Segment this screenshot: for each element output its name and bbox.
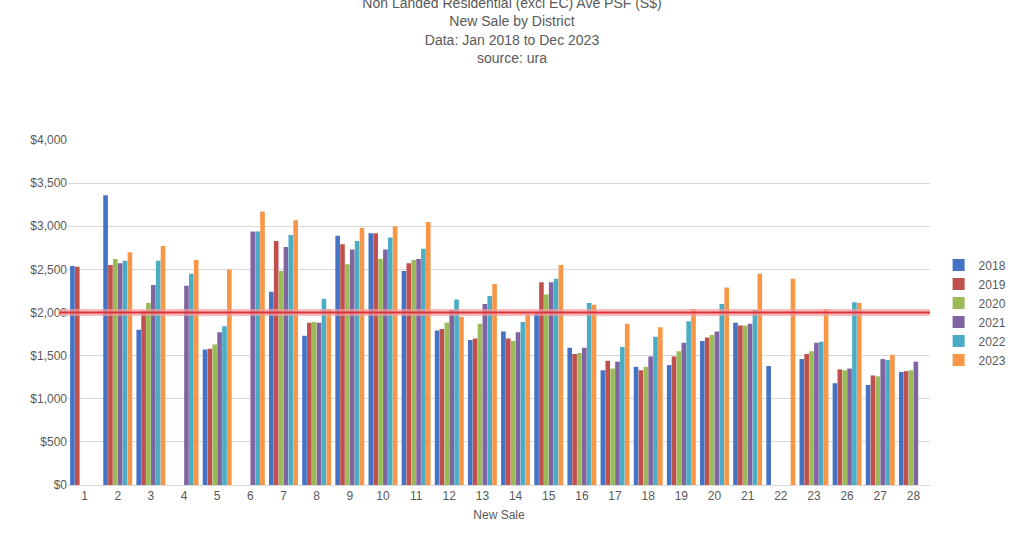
svg-text:15: 15 <box>542 489 556 503</box>
svg-text:2023: 2023 <box>979 354 1006 368</box>
svg-text:2020: 2020 <box>979 297 1006 311</box>
svg-text:21: 21 <box>741 489 755 503</box>
svg-text:New Sale: New Sale <box>473 508 525 522</box>
svg-text:28: 28 <box>907 489 921 503</box>
svg-text:2021: 2021 <box>979 316 1006 330</box>
svg-text:14: 14 <box>509 489 523 503</box>
svg-text:18: 18 <box>642 489 656 503</box>
svg-text:23: 23 <box>807 489 821 503</box>
svg-text:13: 13 <box>476 489 490 503</box>
svg-text:19: 19 <box>675 489 689 503</box>
svg-text:27: 27 <box>874 489 888 503</box>
svg-text:$0: $0 <box>54 478 68 492</box>
svg-text:2022: 2022 <box>979 335 1006 349</box>
svg-text:5: 5 <box>214 489 221 503</box>
svg-text:9: 9 <box>346 489 353 503</box>
svg-text:16: 16 <box>575 489 589 503</box>
svg-text:6: 6 <box>247 489 254 503</box>
svg-text:26: 26 <box>840 489 854 503</box>
svg-text:22: 22 <box>774 489 788 503</box>
svg-text:2019: 2019 <box>979 278 1006 292</box>
svg-text:8: 8 <box>313 489 320 503</box>
svg-text:2: 2 <box>114 489 121 503</box>
svg-text:7: 7 <box>280 489 287 503</box>
svg-text:$3,000: $3,000 <box>30 219 67 233</box>
svg-text:11: 11 <box>410 489 423 503</box>
svg-text:$2,000: $2,000 <box>30 306 67 320</box>
svg-text:17: 17 <box>608 489 622 503</box>
svg-text:20: 20 <box>708 489 722 503</box>
svg-text:4: 4 <box>181 489 188 503</box>
svg-text:1: 1 <box>81 489 88 503</box>
svg-text:$1,000: $1,000 <box>30 392 67 406</box>
svg-text:$4,000: $4,000 <box>30 133 67 147</box>
svg-text:3: 3 <box>148 489 155 503</box>
svg-text:$3,500: $3,500 <box>30 176 67 190</box>
svg-text:2018: 2018 <box>979 259 1006 273</box>
svg-text:$2,500: $2,500 <box>30 263 67 277</box>
svg-text:Non Landed Residential (excl E: Non Landed Residential (excl EC) Ave PSF… <box>362 0 661 66</box>
svg-text:10: 10 <box>376 489 390 503</box>
svg-text:12: 12 <box>443 489 457 503</box>
svg-text:$1,500: $1,500 <box>30 349 67 363</box>
svg-text:$500: $500 <box>40 435 67 449</box>
